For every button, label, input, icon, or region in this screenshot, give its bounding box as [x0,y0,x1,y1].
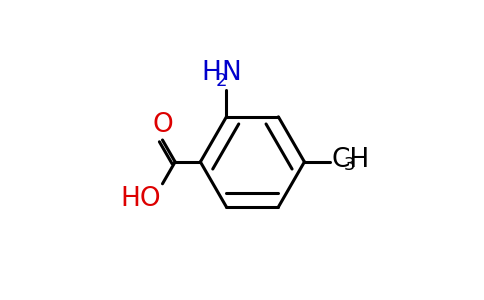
Text: H: H [201,60,221,86]
Text: HO: HO [121,186,161,212]
Text: 3: 3 [344,157,355,175]
Text: O: O [153,112,173,138]
Text: N: N [222,60,242,86]
Text: CH: CH [331,147,369,173]
Text: 2: 2 [215,72,227,90]
